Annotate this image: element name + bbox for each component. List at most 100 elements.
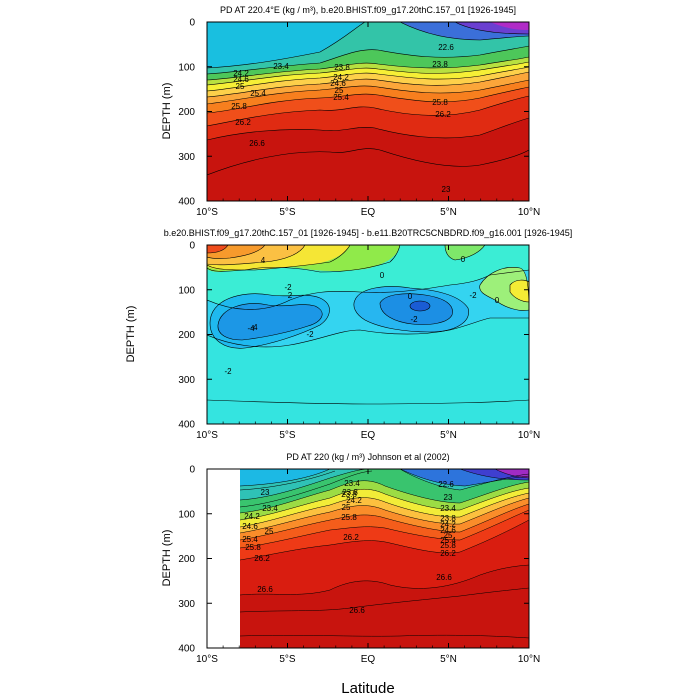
- panel-b-field: [207, 245, 529, 424]
- contour-label: -4: [247, 324, 255, 333]
- contour-label: 23.4: [273, 62, 289, 71]
- y-tick-label: 200: [178, 330, 195, 341]
- y-tick-label: 200: [178, 554, 195, 565]
- contour-label: 0: [380, 271, 385, 280]
- x-tick-label: EQ: [361, 430, 376, 441]
- x-tick-label: 10°N: [518, 207, 540, 218]
- contour-label: 25: [265, 527, 274, 536]
- contour-label: 26.6: [436, 573, 452, 582]
- region-pos-top5: [207, 245, 228, 253]
- x-tick-label: 10°S: [196, 207, 218, 218]
- contour-label: 23.8: [342, 488, 358, 497]
- contour-label: 25: [335, 86, 344, 95]
- contour-label: 26.2: [254, 554, 270, 563]
- panel-a-field: [207, 22, 529, 201]
- contour-label: 25.8: [440, 541, 456, 550]
- contour-label: 24.2: [346, 496, 362, 505]
- panel-b: b.e20.BHIST.f09_g17.20thC.157_01 [1926-1…: [125, 228, 572, 441]
- y-tick-label: 400: [178, 420, 195, 431]
- panel-c-contour-labels: 2323.423.824.224.62525.425.826.226.626.6…: [242, 479, 456, 615]
- panel-c-ticks: 10°S 5°S EQ 5°N 10°N 0 100 200 300 400: [178, 465, 540, 666]
- y-tick-label: 0: [189, 241, 195, 252]
- contour-label: 0: [461, 255, 466, 264]
- contour-label: 23.8: [440, 514, 456, 523]
- x-tick-label: 10°N: [518, 430, 540, 441]
- figure-xlabel: Latitude: [341, 680, 394, 697]
- x-tick-label: 5°N: [440, 430, 457, 441]
- panel-b-title: b.e20.BHIST.f09_g17.20thC.157_01 [1926-1…: [164, 228, 573, 238]
- x-tick-label: EQ: [361, 654, 376, 665]
- band-c-21-8: [495, 469, 529, 478]
- contour-label: 24.2: [333, 73, 349, 82]
- region-neg4-left: [217, 303, 323, 340]
- x-tick-label: 5°S: [279, 654, 296, 665]
- contour-label: 23.4: [440, 504, 456, 513]
- contour-label: 4: [261, 256, 266, 265]
- x-tick-label: 10°S: [196, 654, 218, 665]
- contour-label: 26.2: [435, 110, 451, 119]
- band-23-0: [207, 22, 365, 68]
- y-tick-label: 0: [189, 465, 195, 476]
- contour-label: -2: [284, 283, 292, 292]
- contour-label: 26.6: [249, 139, 265, 148]
- x-tick-label: 10°S: [196, 430, 218, 441]
- region-pos-right-core: [510, 280, 529, 302]
- y-tick-label: 200: [178, 107, 195, 118]
- contour-label: 23: [444, 493, 453, 502]
- region-pos-top6: [445, 245, 485, 260]
- y-tick-label: 100: [178, 509, 195, 520]
- contour-label: 23: [442, 185, 451, 194]
- contour-label: 26.2: [235, 118, 251, 127]
- contour-label: -2: [224, 367, 232, 376]
- panel-c: PD AT 220 (kg / m³) Johnson et al (2002)…: [161, 452, 540, 665]
- y-tick-label: 300: [178, 152, 195, 163]
- contour-label: 22.6: [438, 43, 454, 52]
- x-tick-label: EQ: [361, 207, 376, 218]
- region-pos-right: [479, 267, 529, 311]
- contour-label: 25.4: [440, 536, 456, 545]
- contour-label: -4: [250, 323, 258, 332]
- y-tick-label: 300: [178, 375, 195, 386]
- x-tick-label: 10°N: [518, 654, 540, 665]
- panel-c-ylabel: DEPTH (m): [161, 530, 173, 587]
- y-tick-label: 300: [178, 599, 195, 610]
- contour-label: 0: [408, 292, 413, 301]
- x-tick-label: 5°S: [279, 430, 296, 441]
- panel-a-ticks: 10°S 5°S EQ 5°N 10°N 0 100 200 300 400: [178, 18, 540, 219]
- x-tick-label: 5°N: [440, 654, 457, 665]
- contour-label: 25.4: [242, 535, 258, 544]
- x-tick-label: 5°S: [279, 207, 296, 218]
- contour-label: 24.2: [244, 512, 260, 521]
- y-tick-label: 100: [178, 285, 195, 296]
- panel-a: PD AT 220.4°E (kg / m³), b.e20.BHIST.f09…: [161, 5, 540, 218]
- panel-a-contour-labels: 22.623.4 23.824.224.62525.425.826.226.623…: [231, 43, 454, 194]
- panel-b-ylabel: DEPTH (m): [125, 306, 137, 363]
- contour-label: 25.8: [341, 513, 357, 522]
- contour-label: 25.8: [432, 98, 448, 107]
- panel-c-title: PD AT 220 (kg / m³) Johnson et al (2002): [286, 452, 449, 462]
- contour-label: 23.4: [344, 479, 360, 488]
- y-tick-label: 400: [178, 197, 195, 208]
- panel-b-contour-labels: 420-2-4-20-2-4-20-20: [224, 255, 499, 376]
- y-tick-label: 0: [189, 18, 195, 29]
- contour-label: 25.8: [231, 102, 247, 111]
- contour-label: 25.4: [333, 93, 349, 102]
- panel-a-ylabel: DEPTH (m): [161, 83, 173, 140]
- contour-label: -2: [469, 291, 477, 300]
- contour-label: 22.6: [438, 480, 454, 489]
- contour-label: 25: [342, 503, 351, 512]
- contour-label: 24.6: [233, 75, 249, 84]
- contour-label: 24.2: [233, 69, 249, 78]
- panel-a-title: PD AT 220.4°E (kg / m³), b.e20.BHIST.f09…: [220, 5, 516, 15]
- contour-label: 26.6: [257, 585, 273, 594]
- panel-c-field: [240, 469, 529, 648]
- x-tick-label: 5°N: [440, 207, 457, 218]
- contour-label: 0: [495, 296, 500, 305]
- contour-label: 23: [261, 488, 270, 497]
- contour-label: 23.4: [262, 504, 278, 513]
- y-tick-label: 400: [178, 644, 195, 655]
- contour-label: -2: [306, 330, 314, 339]
- region-neg6-core: [410, 301, 430, 311]
